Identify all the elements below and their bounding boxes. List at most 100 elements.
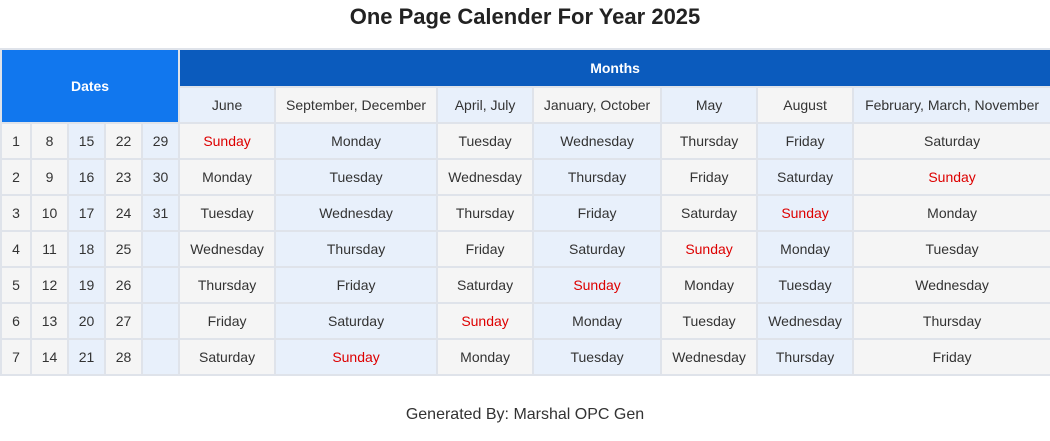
table-row: 2 9 16 23 30 Monday Tuesday Wednesday Thursday Fr… [0,158,1050,196]
table-row: 5 12 19 26 Thursday Friday Saturday Sunday Monda… [0,266,1050,304]
date-cell: 17 [67,194,106,232]
weekday-cell: Thursday [852,302,1050,340]
weekday-cell: Sunday [532,266,663,304]
weekday-cell: Friday [756,122,855,160]
date-cell: 20 [67,302,106,340]
date-cell: 10 [30,194,69,232]
date-cell: 15 [67,122,106,160]
weekday-cell: Saturday [852,122,1050,160]
weekday-cell: Thursday [178,266,277,304]
weekday-cell: Friday [532,194,663,232]
date-cell: 7 [0,338,32,376]
weekday-cell: Sunday [852,158,1050,196]
weekday-cell: Friday [436,230,535,268]
date-cell: 28 [104,338,143,376]
table-row: 6 13 20 27 Friday Saturday Sunday Monday Tuesday… [0,302,1050,340]
weekday-cell: Wednesday [852,266,1050,304]
date-cell: 9 [30,158,69,196]
date-cell [140,338,181,376]
date-cell: 31 [140,194,181,232]
date-cell: 22 [104,122,143,160]
month-group-header: February, March, November [852,86,1050,124]
weekday-cell: Tuesday [852,230,1050,268]
months-header: Months [178,48,1050,88]
weekday-cell: Wednesday [274,194,439,232]
date-cell: 21 [67,338,106,376]
date-cell: 4 [0,230,32,268]
page-title: One Page Calender For Year 2025 [349,4,701,29]
date-cell: 1 [0,122,32,160]
date-cell: 14 [30,338,69,376]
weekday-cell: Saturday [756,158,855,196]
weekday-cell: Monday [178,158,277,196]
month-group-header: January, October [532,86,663,124]
weekday-cell: Saturday [660,194,759,232]
date-cell: 18 [67,230,106,268]
weekday-cell: Monday [852,194,1050,232]
weekday-cell: Friday [178,302,277,340]
month-group-header: May [660,86,759,124]
weekday-cell: Thursday [532,158,663,196]
date-cell: 16 [67,158,106,196]
weekday-cell: Monday [532,302,663,340]
weekday-cell: Tuesday [274,158,439,196]
month-group-header: April, July [436,86,535,124]
weekday-cell: Sunday [756,194,855,232]
month-group-header: August [756,86,855,124]
weekday-cell: Tuesday [532,338,663,376]
date-cell: 2 [0,158,32,196]
date-cell: 23 [104,158,143,196]
weekday-cell: Thursday [274,230,439,268]
weekday-cell: Monday [274,122,439,160]
weekday-cell: Wednesday [532,122,663,160]
weekday-cell: Monday [756,230,855,268]
weekday-cell: Tuesday [178,194,277,232]
date-cell: 5 [0,266,32,304]
date-cell: 27 [104,302,143,340]
date-cell [140,302,181,340]
date-cell: 3 [0,194,32,232]
weekday-cell: Friday [660,158,759,196]
calendar-table: Dates Months June September, December Apri… [0,48,1050,376]
weekday-cell: Monday [436,338,535,376]
weekday-cell: Saturday [532,230,663,268]
dates-header: Dates [0,48,181,124]
weekday-cell: Tuesday [756,266,855,304]
table-row: 7 14 21 28 Saturday Sunday Monday Tuesday Wednes… [0,338,1050,376]
weekday-cell: Thursday [660,122,759,160]
weekday-cell: Sunday [274,338,439,376]
date-cell: 11 [30,230,69,268]
date-cell: 8 [30,122,69,160]
weekday-cell: Wednesday [178,230,277,268]
weekday-cell: Tuesday [436,122,535,160]
month-group-header: June [178,86,277,124]
weekday-cell: Sunday [436,302,535,340]
table-row: 1 8 15 22 29 Sunday Monday Tuesday Wednesday Thur… [0,122,1050,160]
weekday-cell: Tuesday [660,302,759,340]
date-cell: 12 [30,266,69,304]
weekday-cell: Friday [852,338,1050,376]
month-group-header: September, December [274,86,439,124]
weekday-cell: Thursday [436,194,535,232]
date-cell: 30 [140,158,181,196]
weekday-cell: Saturday [178,338,277,376]
weekday-cell: Monday [660,266,759,304]
date-cell: 6 [0,302,32,340]
weekday-cell: Saturday [274,302,439,340]
weekday-cell: Wednesday [756,302,855,340]
date-cell: 25 [104,230,143,268]
weekday-cell: Sunday [178,122,277,160]
date-cell [140,266,181,304]
weekday-cell: Wednesday [660,338,759,376]
footer-credit: Generated By: Marshal OPC Gen [405,406,645,423]
weekday-cell: Thursday [756,338,855,376]
weekday-cell: Wednesday [436,158,535,196]
table-row: 4 11 18 25 Wednesday Thursday Friday Saturday Su… [0,230,1050,268]
date-cell: 13 [30,302,69,340]
table-row: 3 10 17 24 31 Tuesday Wednesday Thursday Friday S… [0,194,1050,232]
weekday-cell: Friday [274,266,439,304]
date-cell: 24 [104,194,143,232]
date-cell [140,230,181,268]
date-cell: 29 [140,122,181,160]
date-cell: 26 [104,266,143,304]
